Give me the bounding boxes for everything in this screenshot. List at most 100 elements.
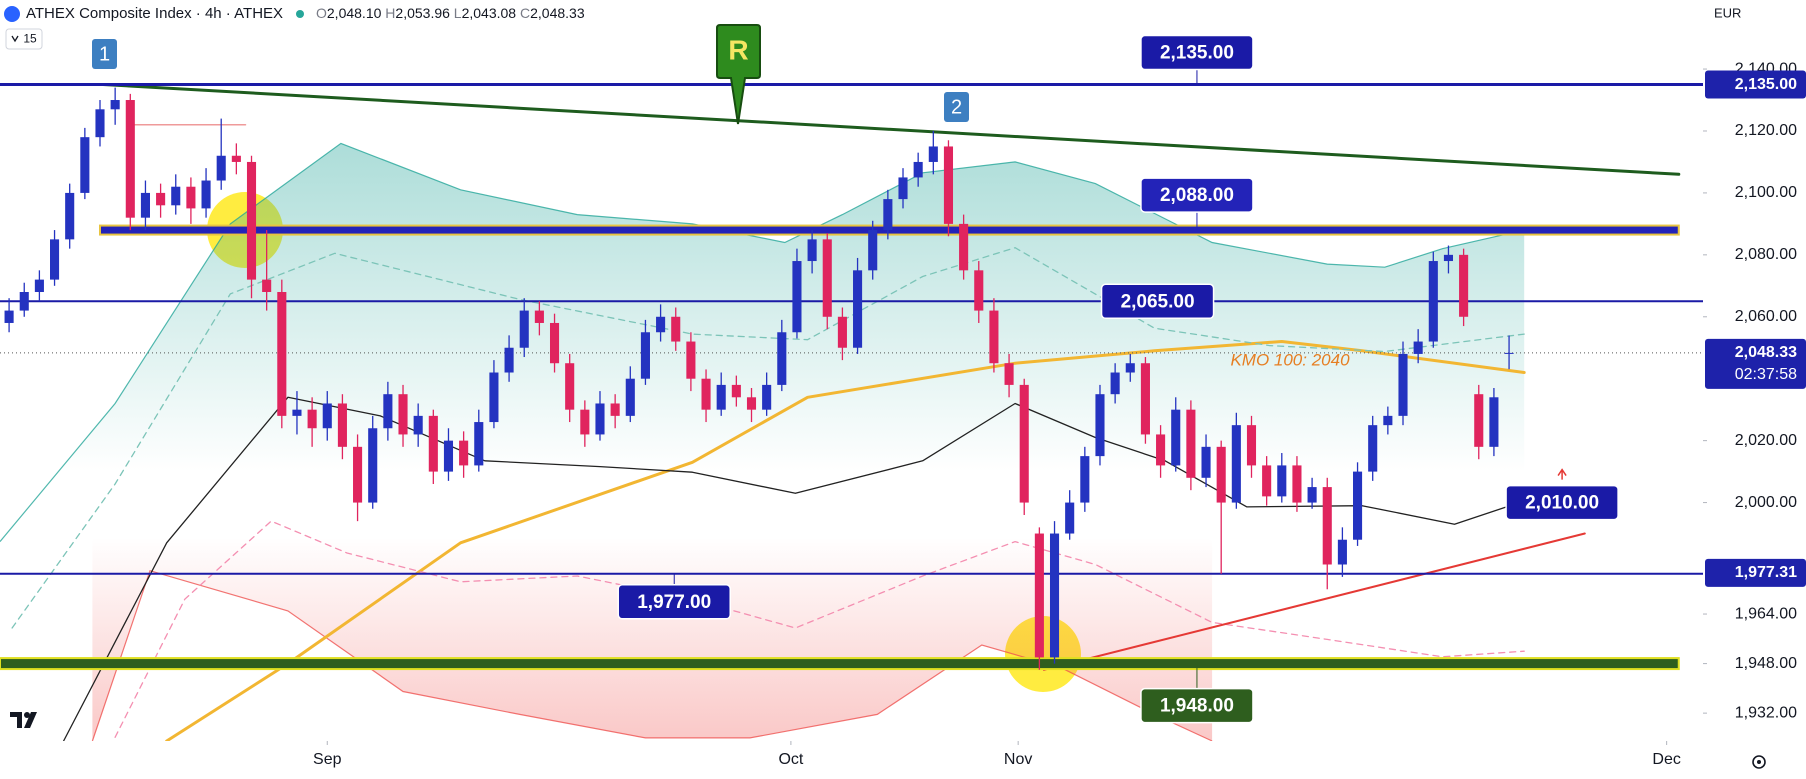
candle-body: [262, 279, 272, 293]
marker-box: [944, 92, 969, 122]
x-tick-label: Nov: [1004, 751, 1032, 768]
candle-body: [580, 409, 590, 435]
price-label: 1,977.31: [1735, 564, 1797, 581]
settings-button[interactable]: [1752, 755, 1766, 769]
candle-body: [34, 279, 44, 293]
candle-body: [762, 384, 772, 410]
y-tick-label: 2,000.00: [1735, 494, 1797, 511]
y-tick-label: 2,080.00: [1735, 246, 1797, 263]
candle-body: [307, 409, 317, 429]
candle-body: [1337, 539, 1347, 565]
candle-body: [277, 292, 287, 416]
indicator-line: [1042, 532, 1586, 671]
candle-body: [186, 186, 196, 209]
level-label-box: [1140, 687, 1254, 724]
candle-body: [610, 403, 620, 416]
candle-body: [898, 177, 908, 200]
candle-body: [974, 270, 984, 311]
indicator-count: 15: [23, 32, 37, 46]
candle-body: [1049, 533, 1060, 658]
price-label-box: [1705, 338, 1806, 389]
candle-body: [1231, 425, 1241, 503]
currency-label: EUR: [1714, 5, 1741, 20]
candle-body: [1034, 533, 1044, 658]
band-edge: [0, 142, 1525, 542]
candle-body: [322, 403, 332, 429]
header-background: [0, 0, 560, 28]
candle-body: [49, 239, 60, 280]
candle-body: [716, 384, 726, 410]
candle-body: [95, 109, 105, 138]
candle-body: [1504, 352, 1514, 354]
candle-body: [656, 316, 666, 333]
candle-body: [1292, 465, 1302, 503]
candle-body: [337, 403, 347, 447]
candle-body: [1004, 363, 1014, 385]
band-edge: [91, 569, 1213, 742]
candle-body: [1216, 446, 1226, 503]
candle-body: [353, 446, 363, 503]
indicator-toggle[interactable]: [5, 28, 43, 50]
candle-body: [19, 292, 29, 311]
x-tick-label: Dec: [1652, 751, 1680, 768]
candle-body: [837, 316, 847, 348]
candle-body: [565, 363, 575, 410]
marker-label: 1: [99, 43, 110, 65]
header: ATHEX Composite Index · 4h · ATHEX O2,04…: [0, 0, 1766, 769]
candle-body: [731, 384, 741, 398]
time-axis-background: [0, 741, 1703, 779]
settings-icon-center: [1757, 760, 1761, 764]
ohlc-value: 2,048.33: [530, 5, 585, 21]
price-countdown: 02:37:58: [1735, 366, 1797, 383]
candle-body: [1322, 487, 1332, 565]
candle-body: [443, 440, 454, 472]
candle-body: [534, 310, 544, 323]
candle-body: [549, 322, 560, 364]
candle-body: [1110, 372, 1120, 395]
price-label-box: [1705, 70, 1806, 99]
level-label-box: [1140, 177, 1254, 213]
candle-body: [383, 394, 393, 429]
y-tick-label: 1,964.00: [1735, 605, 1797, 622]
candle-body: [368, 428, 378, 503]
candle-body: [1080, 456, 1090, 503]
level-label: 2,135.00: [1160, 43, 1234, 64]
marker-callout: [716, 24, 761, 125]
candle-body: [868, 230, 878, 271]
overlay-layer: KMO 100: 2040 1 2 R: [92, 24, 1350, 369]
price-axis-background: [1703, 0, 1806, 779]
price-label: 2,135.00: [1735, 76, 1797, 93]
x-tick-label: Oct: [778, 751, 803, 768]
level-label: 2,088.00: [1160, 185, 1234, 206]
logo-mark: [10, 712, 37, 728]
level-arrow: [1557, 468, 1567, 480]
indicator-line: [62, 396, 1525, 742]
marker-label: R: [728, 34, 748, 65]
candle-body: [822, 239, 832, 317]
candle-body: [489, 372, 499, 423]
candle-body: [1474, 394, 1484, 447]
candle-body: [640, 332, 650, 379]
dashed-line: [11, 247, 1525, 629]
y-tick-label: 2,100.00: [1735, 184, 1797, 201]
candle-body: [519, 310, 529, 348]
candle-body: [1428, 261, 1438, 342]
candle-body: [1459, 254, 1469, 317]
y-tick-label: 2,120.00: [1735, 122, 1797, 139]
band-area: [92, 370, 1213, 741]
level-label-box: [1505, 484, 1619, 521]
candle-body: [1307, 487, 1317, 503]
marker-box: [92, 39, 117, 69]
candle-body: [201, 180, 211, 209]
candle-body: [853, 270, 863, 348]
candle-body: [883, 199, 893, 231]
candle-body: [1140, 363, 1150, 435]
candle-body: [792, 261, 802, 333]
level-label: 2,010.00: [1525, 493, 1599, 514]
candle-layer: [4, 87, 1514, 670]
candle-body: [171, 186, 181, 206]
candle-body: [1125, 363, 1135, 373]
